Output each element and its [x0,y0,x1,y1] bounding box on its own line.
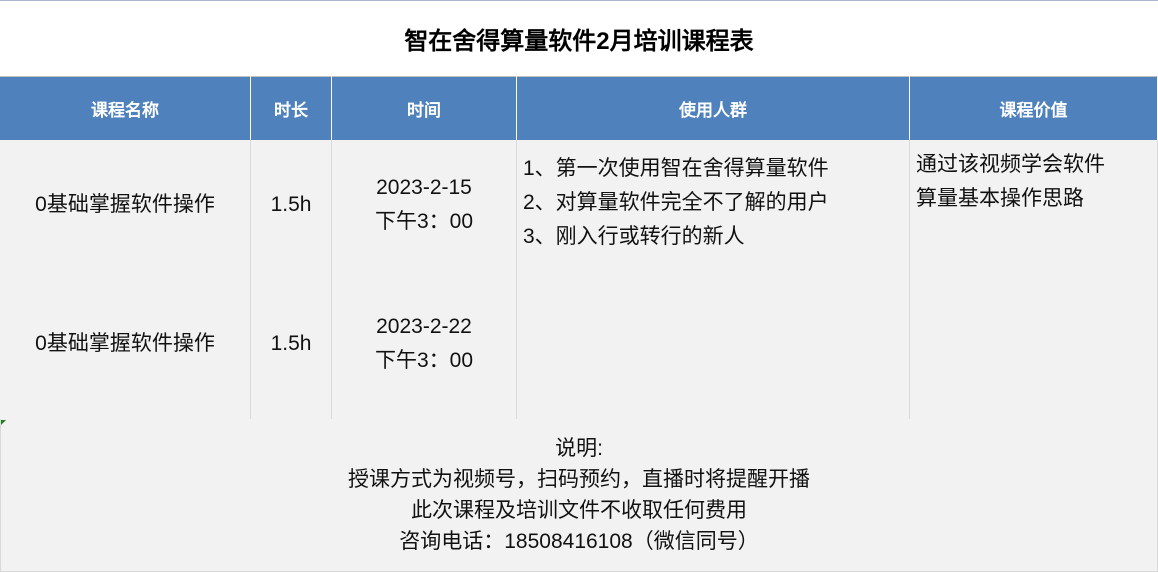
row1-date: 2023-2-15 [376,175,472,199]
value-cell[interactable]: 通过该视频学会软件 算量基本操作思路 [910,140,1158,420]
row2-clock: 下午3：00 [374,349,474,372]
page-title: 智在舍得算量软件2月培训课程表 [404,27,754,55]
header-duration[interactable]: 时长 [251,76,332,140]
notes-cell[interactable]: 说明: 授课方式为视频号，扫码预约，直播时将提醒开播 此次课程及培训文件不收取任… [0,419,1158,572]
value-line: 算量基本操作思路 [916,187,1084,210]
row1-course-name[interactable]: 0基础掌握软件操作 [0,140,251,270]
top-border [0,0,1158,1]
row2-time[interactable]: 2023-2-22 下午3：00 [332,269,517,420]
header-course-name[interactable]: 课程名称 [0,76,251,140]
notes-line: 此次课程及培训文件不收取任何费用 [411,499,747,522]
header-time[interactable]: 时间 [332,76,517,140]
row2-date: 2023-2-22 [376,315,472,338]
row2-course-name[interactable]: 0基础掌握软件操作 [0,269,251,420]
value-line: 通过该视频学会软件 [916,153,1105,176]
notes-contact: 咨询电话：18508416108（微信同号） [399,530,759,553]
row1-duration[interactable]: 1.5h [251,140,332,270]
audience-item: 3、刚入行或转行的新人 [523,225,745,248]
cell-comment-indicator [1,420,6,425]
notes-heading: 说明: [555,437,603,460]
row1-clock: 下午3：00 [374,209,474,233]
row2-duration[interactable]: 1.5h [251,269,332,420]
row1-time[interactable]: 2023-2-15 下午3：00 [332,140,517,270]
notes-line: 授课方式为视频号，扫码预约，直播时将提醒开播 [348,468,810,491]
audience-item: 1、第一次使用智在舍得算量软件 [523,157,829,180]
header-audience[interactable]: 使用人群 [517,76,910,140]
audience-cell[interactable]: 1、第一次使用智在舍得算量软件 2、对算量软件完全不了解的用户 3、刚入行或转行… [517,140,910,420]
audience-item: 2、对算量软件完全不了解的用户 [523,191,829,214]
header-value[interactable]: 课程价值 [910,76,1158,140]
